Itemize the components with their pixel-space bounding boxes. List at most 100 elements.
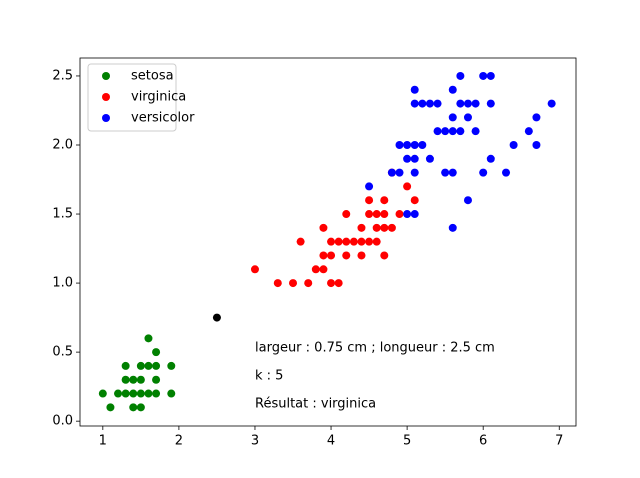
point	[463, 99, 472, 108]
y-tick-label: 2.0	[52, 137, 73, 152]
point	[403, 140, 412, 149]
point	[403, 154, 412, 163]
y-tick-label: 0.5	[52, 345, 73, 360]
point	[456, 99, 465, 108]
point	[479, 71, 488, 80]
point	[365, 196, 374, 205]
point	[463, 196, 472, 205]
point	[471, 99, 480, 108]
point	[380, 251, 389, 260]
point	[311, 265, 320, 274]
axes-frame	[79, 57, 577, 427]
point	[532, 140, 541, 149]
point	[167, 389, 176, 398]
point	[136, 361, 145, 370]
point	[463, 113, 472, 122]
point	[418, 99, 427, 108]
point	[144, 389, 153, 398]
x-tick-label: 2	[175, 434, 183, 449]
point	[372, 223, 381, 232]
annotation: Résultat : virginica	[255, 397, 376, 412]
point	[387, 223, 396, 232]
point	[334, 279, 343, 288]
point	[114, 389, 123, 398]
x-tick-label: 6	[479, 434, 487, 449]
annotation: largeur : 0.75 cm ; longueur : 2.5 cm	[255, 341, 495, 356]
point	[129, 389, 138, 398]
point	[357, 223, 366, 232]
legend-label: virginica	[131, 90, 186, 105]
y-tick-label: 1.5	[52, 207, 73, 222]
point	[144, 334, 153, 343]
point	[403, 182, 412, 191]
point	[327, 251, 336, 260]
point	[152, 389, 161, 398]
point	[410, 154, 419, 163]
point	[433, 99, 442, 108]
point	[365, 182, 374, 191]
point	[304, 279, 313, 288]
point	[418, 140, 427, 149]
point	[456, 71, 465, 80]
point	[167, 361, 176, 370]
legend-box	[87, 63, 177, 132]
point	[296, 237, 305, 246]
point	[425, 99, 434, 108]
point	[380, 210, 389, 219]
point	[273, 279, 282, 288]
point	[372, 210, 381, 219]
point	[365, 210, 374, 219]
point	[129, 375, 138, 384]
point	[387, 168, 396, 177]
x-tick-label: 1	[99, 434, 107, 449]
point	[342, 251, 351, 260]
point	[129, 403, 138, 412]
point	[410, 99, 419, 108]
point	[289, 279, 298, 288]
point	[365, 237, 374, 246]
legend-label: versicolor	[131, 111, 195, 126]
point	[410, 85, 419, 94]
point	[395, 168, 404, 177]
x-tick-label: 4	[327, 434, 335, 449]
point	[441, 168, 450, 177]
point	[152, 375, 161, 384]
point	[121, 375, 130, 384]
point	[136, 375, 145, 384]
point	[486, 99, 495, 108]
point	[342, 210, 351, 219]
legend-marker	[102, 114, 110, 122]
point	[448, 127, 457, 136]
point	[136, 403, 145, 412]
point	[486, 71, 495, 80]
point	[532, 113, 541, 122]
point	[152, 348, 161, 357]
point	[479, 168, 488, 177]
point	[441, 127, 450, 136]
x-tick-label: 7	[555, 434, 563, 449]
point	[357, 237, 366, 246]
point	[509, 140, 518, 149]
point	[410, 196, 419, 205]
point	[410, 140, 419, 149]
point	[319, 223, 328, 232]
point	[433, 127, 442, 136]
point	[395, 140, 404, 149]
point	[144, 361, 153, 370]
point	[380, 223, 389, 232]
point	[547, 99, 556, 108]
point	[357, 251, 366, 260]
point	[448, 113, 457, 122]
point	[342, 237, 351, 246]
y-tick-label: 0.0	[52, 414, 73, 429]
point	[425, 154, 434, 163]
point	[410, 210, 419, 219]
point	[448, 85, 457, 94]
point	[327, 237, 336, 246]
point	[486, 154, 495, 163]
point	[448, 223, 457, 232]
point	[121, 389, 130, 398]
point	[106, 403, 115, 412]
